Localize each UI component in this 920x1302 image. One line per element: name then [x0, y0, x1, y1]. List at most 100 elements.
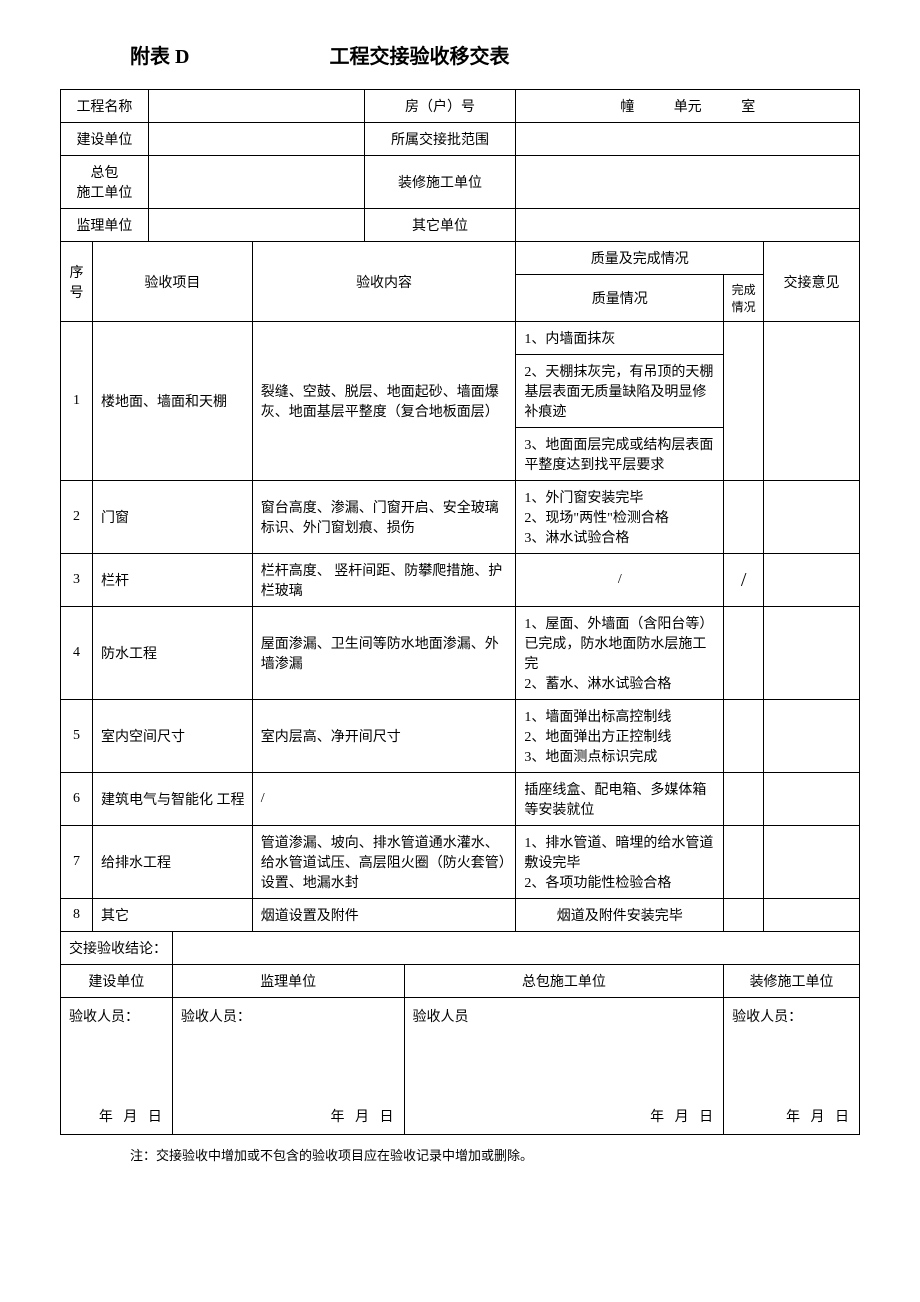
sig3-person-label: 验收人员: [413, 1010, 469, 1025]
general-contractor-label: 总包 施工单位: [61, 156, 149, 209]
row3-quality: /: [516, 554, 724, 607]
col-handover-opinion: 交接意见: [764, 242, 860, 322]
row6-seq: 6: [61, 773, 93, 826]
construction-unit-field[interactable]: [148, 123, 364, 156]
row7-opinion[interactable]: [764, 826, 860, 899]
row4-item: 防水工程: [92, 607, 252, 700]
conclusion-field[interactable]: [172, 932, 859, 965]
col-quality-completion: 质量及完成情况: [516, 242, 764, 275]
row3-seq: 3: [61, 554, 93, 607]
room-no-field[interactable]: 幢 单元 室: [516, 90, 860, 123]
col-completion-status: 完成情况: [724, 275, 764, 322]
general-contractor-field[interactable]: [148, 156, 364, 209]
sig4-person-label: 验收人员：: [732, 1010, 802, 1025]
row4-opinion[interactable]: [764, 607, 860, 700]
supervision-unit-field[interactable]: [148, 209, 364, 242]
row1-quality-3: 3、地面面层完成或结构层表面平整度达到找平层要求: [516, 428, 724, 481]
row1-quality-1: 1、内墙面抹灰: [516, 322, 724, 355]
signoff-block-4[interactable]: 验收人员： 年 月 日: [724, 998, 860, 1135]
other-unit-field[interactable]: [516, 209, 860, 242]
row2-opinion[interactable]: [764, 481, 860, 554]
signoff-col1-header: 建设单位: [61, 965, 173, 998]
row5-item: 室内空间尺寸: [92, 700, 252, 773]
row7-quality: 1、排水管道、暗埋的给水管道敷设完毕 2、各项功能性检验合格: [516, 826, 724, 899]
row5-opinion[interactable]: [764, 700, 860, 773]
row5-content: 室内层高、净开间尺寸: [252, 700, 516, 773]
appendix-label: 附表 D: [130, 40, 189, 69]
room-unit-label: 单元: [674, 96, 702, 116]
row2-quality: 1、外门窗安装完毕 2、现场"两性"检测合格 3、淋水试验合格: [516, 481, 724, 554]
row6-item: 建筑电气与智能化 工程: [92, 773, 252, 826]
row1-content: 裂缝、空鼓、脱层、地面起砂、墙面爆灰、地面基层平整度（复合地板面层）: [252, 322, 516, 481]
signoff-col2-header: 监理单位: [172, 965, 404, 998]
room-no-label: 房（户）号: [364, 90, 516, 123]
row3-completion: /: [724, 554, 764, 607]
handover-form-table: 工程名称 房（户）号 幢 单元 室 建设单位 所属交接批范围 总包 施工单位 装…: [60, 89, 860, 1135]
row2-seq: 2: [61, 481, 93, 554]
col-seq: 序号: [61, 242, 93, 322]
signoff-block-2[interactable]: 验收人员： 年 月 日: [172, 998, 404, 1135]
col-quality-status: 质量情况: [516, 275, 724, 322]
row5-seq: 5: [61, 700, 93, 773]
sig1-person-label: 验收人员：: [69, 1010, 139, 1025]
row2-completion[interactable]: [724, 481, 764, 554]
gc-label-line1: 总包: [65, 162, 144, 182]
row8-quality: 烟道及附件安装完毕: [516, 899, 724, 932]
row4-completion[interactable]: [724, 607, 764, 700]
row6-quality: 插座线盒、配电箱、多媒体箱等安装就位: [516, 773, 724, 826]
project-name-label: 工程名称: [61, 90, 149, 123]
row6-opinion[interactable]: [764, 773, 860, 826]
batch-scope-label: 所属交接批范围: [364, 123, 516, 156]
row8-content: 烟道设置及附件: [252, 899, 516, 932]
row7-completion[interactable]: [724, 826, 764, 899]
signoff-col4-header: 装修施工单位: [724, 965, 860, 998]
row7-item: 给排水工程: [92, 826, 252, 899]
gc-label-line2: 施工单位: [65, 182, 144, 202]
row4-content: 屋面渗漏、卫生间等防水地面渗漏、外墙渗漏: [252, 607, 516, 700]
sig3-date: 年 月 日: [650, 1106, 713, 1126]
sig2-date: 年 月 日: [331, 1106, 394, 1126]
row3-opinion[interactable]: [764, 554, 860, 607]
sig1-date: 年 月 日: [99, 1106, 162, 1126]
row1-completion[interactable]: [724, 322, 764, 481]
other-unit-label: 其它单位: [364, 209, 516, 242]
decoration-unit-field[interactable]: [516, 156, 860, 209]
room-building-label: 幢: [620, 96, 634, 116]
row4-quality: 1、屋面、外墙面（含阳台等）已完成，防水地面防水层施工完 2、蓄水、淋水试验合格: [516, 607, 724, 700]
row1-seq: 1: [61, 322, 93, 481]
row8-completion[interactable]: [724, 899, 764, 932]
row4-seq: 4: [61, 607, 93, 700]
room-room-label: 室: [741, 96, 755, 116]
row7-content: 管道渗漏、坡向、排水管道通水灌水、给水管道试压、高层阻火圈（防火套管）设置、地漏…: [252, 826, 516, 899]
col-item: 验收项目: [92, 242, 252, 322]
row8-item: 其它: [92, 899, 252, 932]
row5-quality: 1、墙面弹出标高控制线 2、地面弹出方正控制线 3、地面测点标识完成: [516, 700, 724, 773]
supervision-unit-label: 监理单位: [61, 209, 149, 242]
signoff-block-3[interactable]: 验收人员 年 月 日: [404, 998, 724, 1135]
row6-content: /: [252, 773, 516, 826]
row5-completion[interactable]: [724, 700, 764, 773]
row2-item: 门窗: [92, 481, 252, 554]
row7-seq: 7: [61, 826, 93, 899]
col-content: 验收内容: [252, 242, 516, 322]
row8-seq: 8: [61, 899, 93, 932]
construction-unit-label: 建设单位: [61, 123, 149, 156]
signoff-block-1[interactable]: 验收人员： 年 月 日: [61, 998, 173, 1135]
row3-item: 栏杆: [92, 554, 252, 607]
conclusion-label: 交接验收结论：: [61, 932, 173, 965]
row1-item: 楼地面、墙面和天棚: [92, 322, 252, 481]
row8-opinion[interactable]: [764, 899, 860, 932]
row2-content: 窗台高度、渗漏、门窗开启、安全玻璃标识、外门窗划痕、损伤: [252, 481, 516, 554]
sig4-date: 年 月 日: [786, 1106, 849, 1126]
page-title: 工程交接验收移交表: [329, 40, 509, 69]
row6-completion[interactable]: [724, 773, 764, 826]
project-name-field[interactable]: [148, 90, 364, 123]
decoration-unit-label: 装修施工单位: [364, 156, 516, 209]
signoff-col3-header: 总包施工单位: [404, 965, 724, 998]
batch-scope-field[interactable]: [516, 123, 860, 156]
row1-quality-2: 2、天棚抹灰完，有吊顶的天棚基层表面无质量缺陷及明显修补痕迹: [516, 355, 724, 428]
row3-content: 栏杆高度、 竖杆间距、防攀爬措施、护栏玻璃: [252, 554, 516, 607]
row1-opinion[interactable]: [764, 322, 860, 481]
sig2-person-label: 验收人员：: [181, 1010, 251, 1025]
footnote: 注：交接验收中增加或不包含的验收项目应在验收记录中增加或删除。: [130, 1145, 860, 1164]
